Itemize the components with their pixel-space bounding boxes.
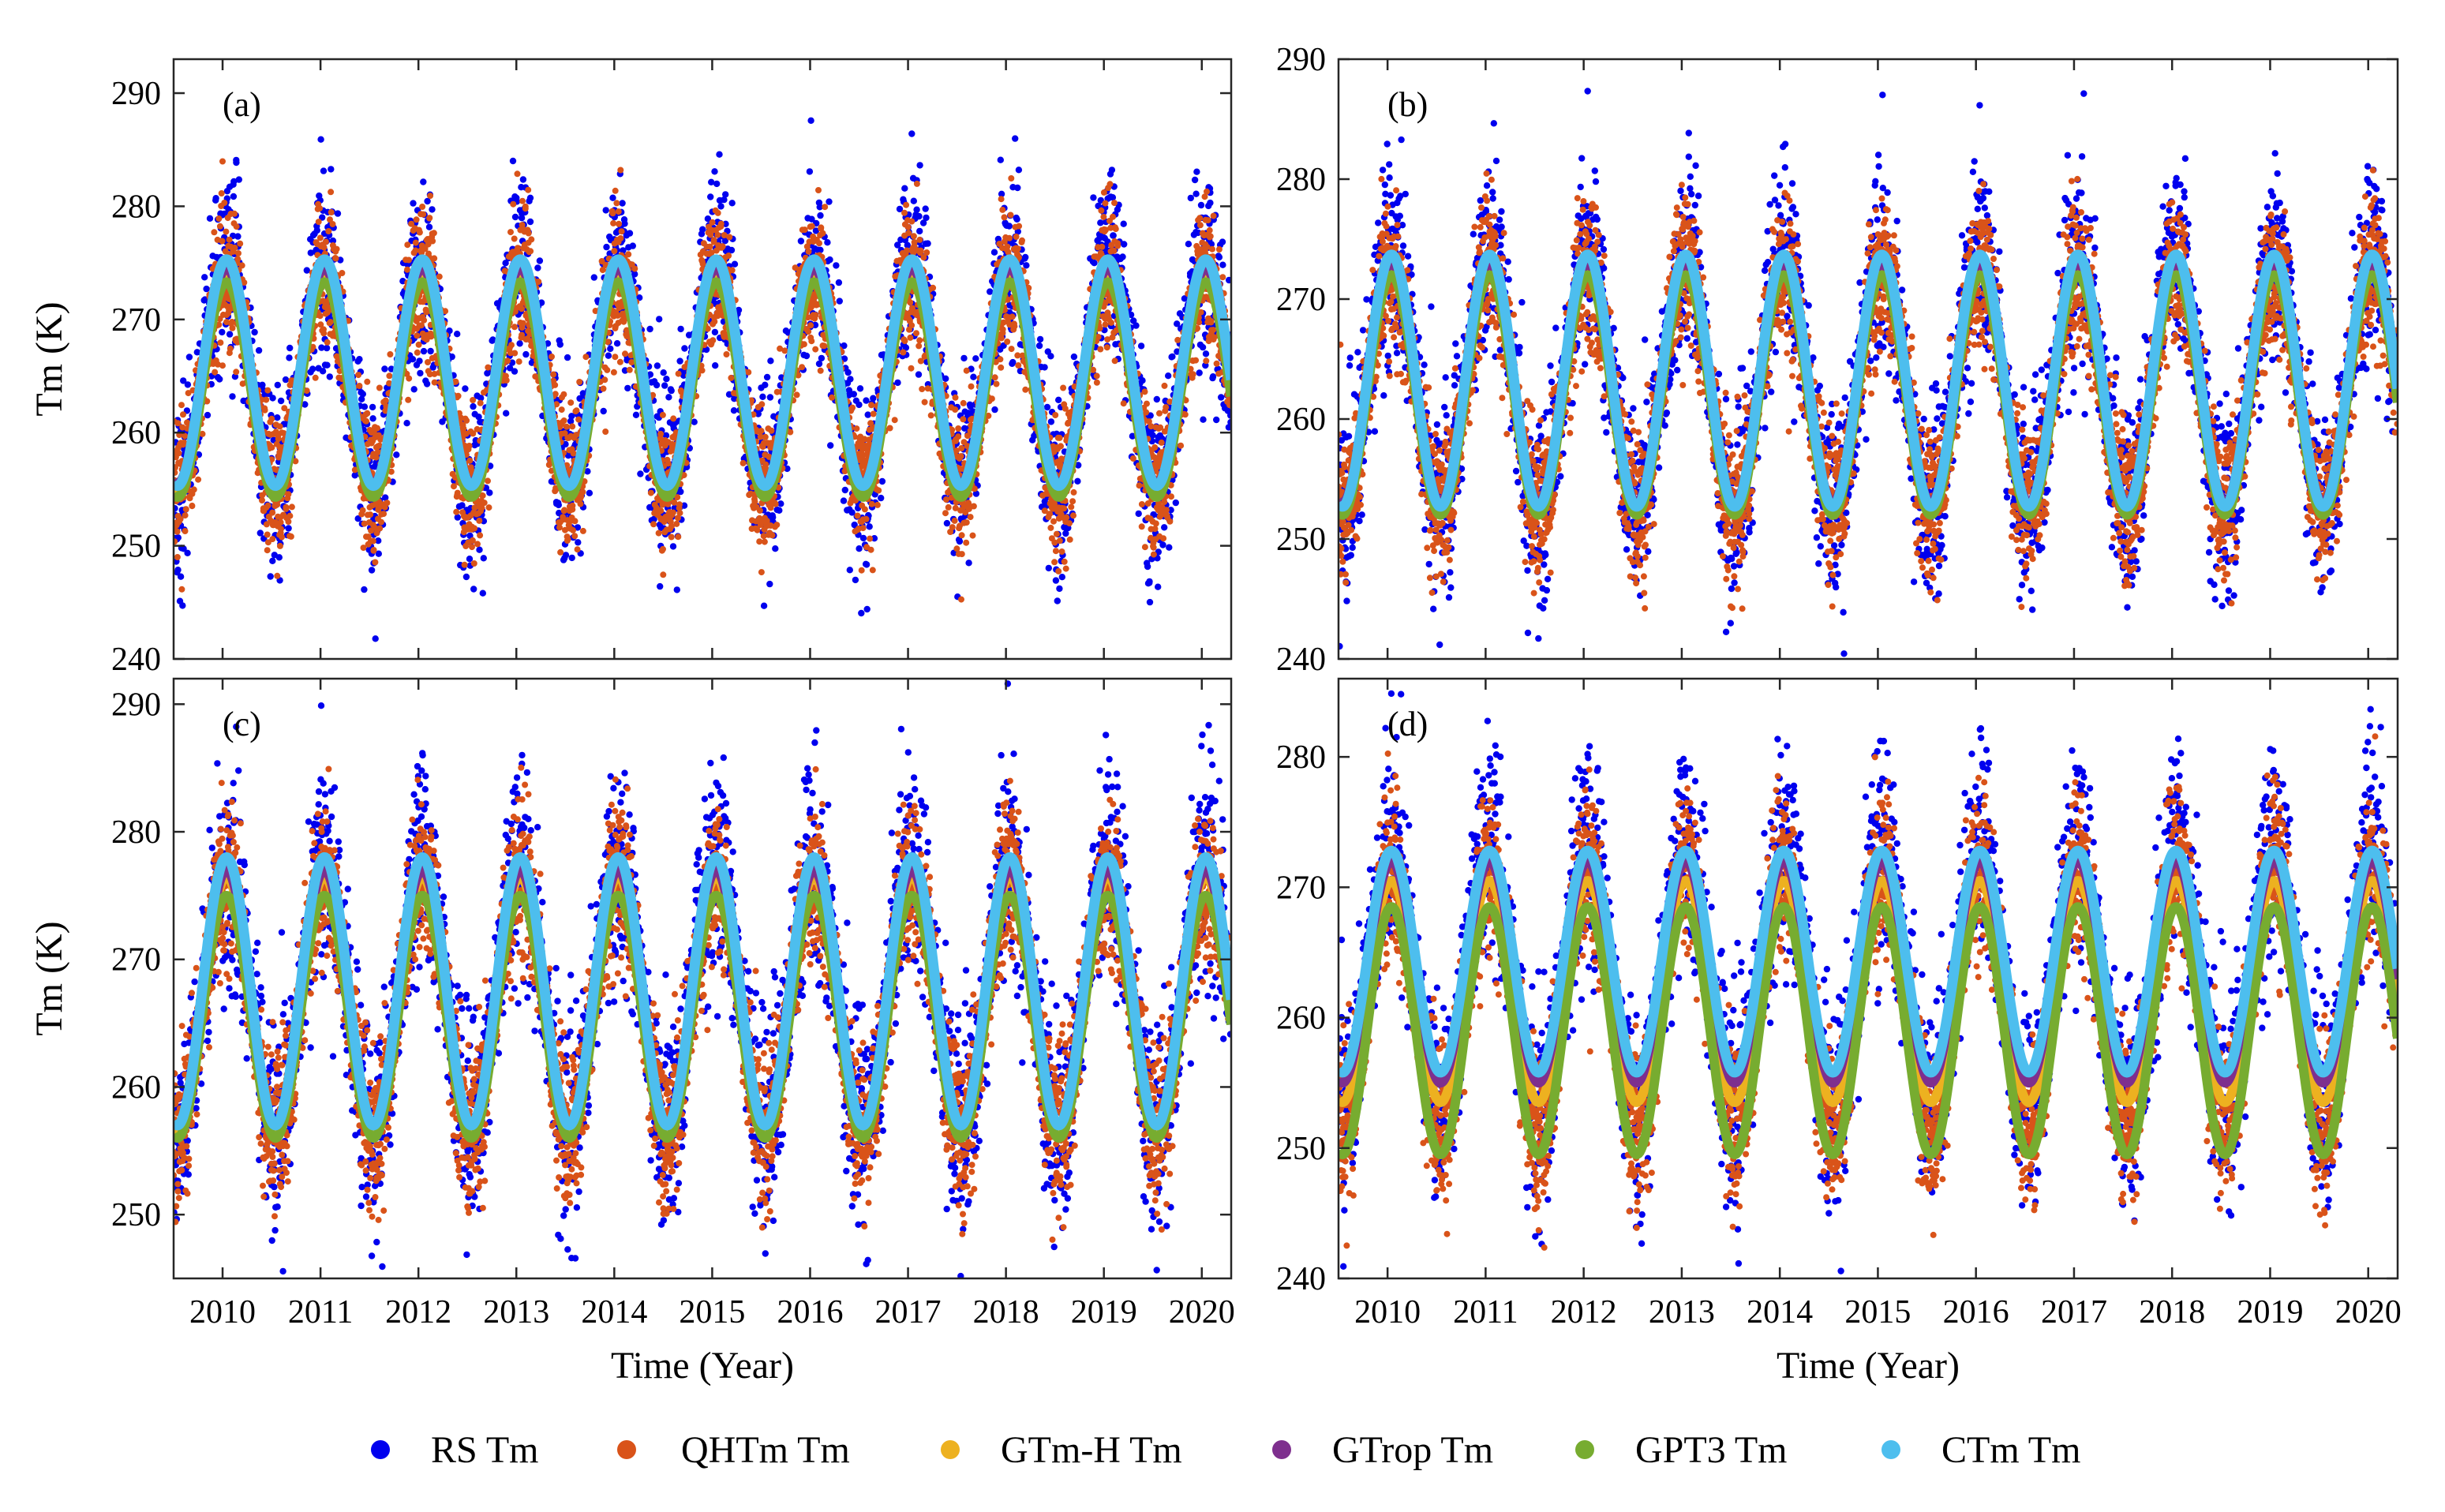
y-tick-label: 250	[111, 1197, 161, 1233]
y-tick-label: 290	[111, 687, 161, 723]
panel-label: (a)	[223, 85, 261, 124]
y-tick-label: 260	[1276, 1001, 1326, 1037]
legend-marker-rs	[371, 1440, 390, 1459]
x-axis-label: Time (Year)	[611, 1345, 794, 1387]
legend-label-gtmh: GTm-H Tm	[1001, 1429, 1182, 1471]
x-tick-label: 2018	[973, 1294, 1039, 1330]
x-tick-label: 2019	[2237, 1294, 2303, 1330]
y-tick-label: 270	[1276, 870, 1326, 906]
x-tick-label: 2019	[1071, 1294, 1137, 1330]
y-tick-label: 240	[111, 642, 161, 678]
x-tick-label: 2020	[2335, 1294, 2402, 1330]
legend-marker-gpt3	[1575, 1440, 1594, 1459]
legend-marker-qhtm	[617, 1440, 636, 1459]
y-tick-label: 240	[1276, 642, 1326, 678]
x-tick-label: 2017	[2041, 1294, 2107, 1330]
y-tick-label: 240	[1276, 1261, 1326, 1297]
legend-label-rs: RS Tm	[431, 1429, 539, 1471]
y-tick-label: 250	[111, 529, 161, 565]
legend-label-ctm: CTm Tm	[1941, 1429, 2080, 1471]
y-tick-label: 270	[111, 942, 161, 979]
x-tick-label: 2015	[1844, 1294, 1911, 1330]
x-tick-label: 2010	[1354, 1294, 1421, 1330]
y-tick-label: 290	[1276, 42, 1326, 78]
x-tick-label: 2010	[189, 1294, 256, 1330]
legend-label-qhtm: QHTm Tm	[681, 1429, 850, 1471]
x-axis-label: Time (Year)	[1777, 1345, 1960, 1387]
y-tick-label: 280	[1276, 162, 1326, 198]
x-tick-label: 2012	[1551, 1294, 1617, 1330]
panel-label: (c)	[223, 705, 261, 743]
x-tick-label: 2015	[679, 1294, 745, 1330]
legend-marker-ctm	[1881, 1440, 1900, 1459]
y-tick-label: 250	[1276, 1131, 1326, 1167]
x-tick-label: 2012	[385, 1294, 451, 1330]
y-tick-label: 260	[111, 1069, 161, 1106]
legend-label-gpt3: GPT3 Tm	[1635, 1429, 1787, 1471]
x-tick-label: 2014	[581, 1294, 647, 1330]
y-tick-label: 290	[111, 76, 161, 112]
y-tick-label: 260	[111, 415, 161, 451]
y-tick-label: 260	[1276, 402, 1326, 438]
x-tick-label: 2011	[288, 1294, 353, 1330]
x-tick-label: 2016	[1943, 1294, 2009, 1330]
y-tick-label: 280	[111, 189, 161, 225]
legend-label-gtrop: GTrop Tm	[1332, 1429, 1493, 1471]
x-tick-label: 2014	[1747, 1294, 1813, 1330]
x-tick-label: 2016	[777, 1294, 843, 1330]
y-tick-label: 280	[111, 814, 161, 851]
x-tick-label: 2011	[1453, 1294, 1518, 1330]
y-tick-label: 250	[1276, 522, 1326, 558]
x-tick-label: 2013	[483, 1294, 549, 1330]
y-tick-label: 270	[1276, 282, 1326, 318]
y-axis-label: Tm (K)	[28, 301, 70, 416]
legend-marker-gtmh	[941, 1440, 960, 1459]
x-tick-label: 2013	[1649, 1294, 1715, 1330]
panel-label: (d)	[1387, 705, 1428, 743]
legend-marker-gtrop	[1272, 1440, 1291, 1459]
y-tick-label: 280	[1276, 739, 1326, 776]
x-tick-label: 2020	[1169, 1294, 1235, 1330]
x-tick-label: 2017	[875, 1294, 942, 1330]
y-axis-label: Tm (K)	[28, 921, 70, 1035]
y-tick-label: 270	[111, 302, 161, 339]
panel-label: (b)	[1387, 85, 1428, 124]
x-tick-label: 2018	[2139, 1294, 2205, 1330]
